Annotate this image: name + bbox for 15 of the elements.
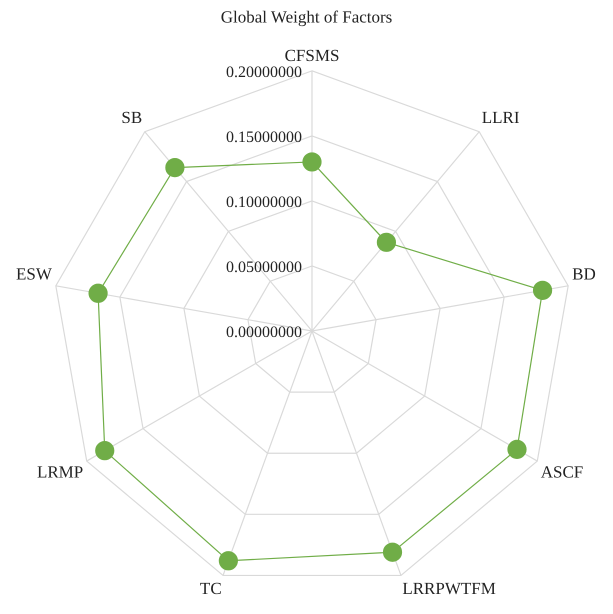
y-tick-label: 0.15000000 [226,129,302,146]
spoke-label: ASCF [540,462,584,482]
y-tick-label: 0.05000000 [226,259,302,276]
spoke-label: TC [200,578,222,598]
spoke-label: SB [121,108,142,127]
y-tick-label: 0.00000000 [226,324,302,342]
y-tick-label: 0.10000000 [226,194,302,212]
spoke-label: ESW [16,264,53,284]
y-tick-label: 0.20000000 [226,64,302,82]
spoke-label: CFSMS [284,46,340,66]
spoke-label: LLRI [482,108,520,127]
spoke-label: BD [572,264,596,284]
chart-title: Global Weight of Factors [220,8,392,27]
spoke-label: LRRPWTFM [402,578,496,598]
spoke-label: LRMP [36,462,84,482]
